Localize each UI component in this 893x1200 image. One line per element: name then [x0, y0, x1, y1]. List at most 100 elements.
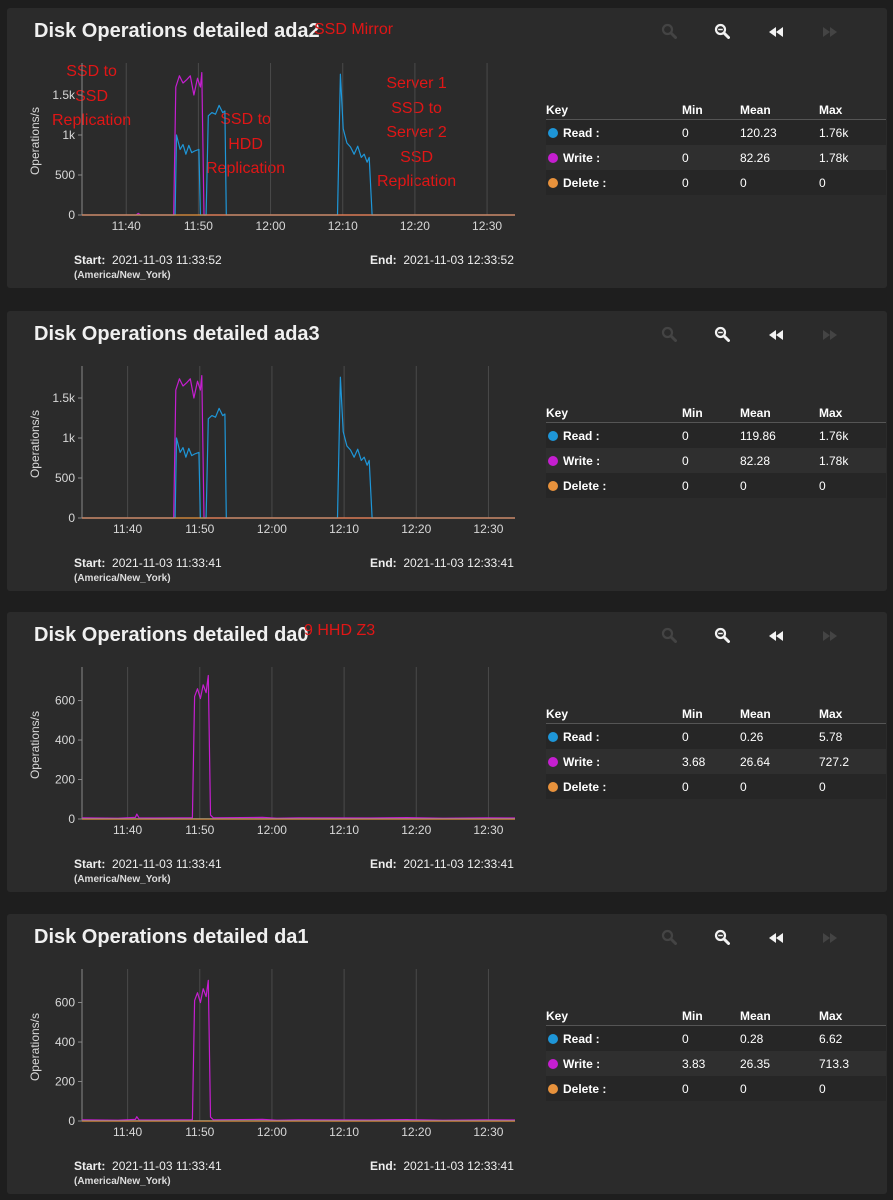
x-tick-label: 12:20	[400, 219, 430, 233]
legend-min: 0	[682, 1076, 740, 1101]
x-tick-label: 12:00	[257, 823, 287, 837]
annotation-text: Server 1 SSD to Server 2 SSD Replication	[377, 75, 457, 190]
chart-panel: Disk Operations detailed ada2 SSD Mirror S…	[7, 8, 887, 288]
legend-max: 713.3	[819, 1051, 886, 1076]
legend-header-mean: Mean	[740, 702, 819, 724]
x-tick-label: 12:10	[329, 823, 359, 837]
legend-header-min: Min	[682, 702, 740, 724]
legend-row: Write : 3.83 26.35 713.3	[546, 1051, 886, 1076]
fast-forward-button[interactable]	[818, 24, 842, 42]
legend-mean: 26.64	[740, 749, 819, 774]
series-color-dot	[548, 731, 558, 742]
line-chart: 11:40 11:50 12:00 12:10 12:20 12:30 0 500 1k 1.5k	[52, 366, 515, 536]
start-time: Start: 2021-11-03 11:33:41 (America/New_Y…	[74, 1159, 222, 1187]
legend-max: 727.2	[819, 749, 886, 774]
legend-header-max: Max	[819, 1004, 886, 1026]
x-tick-label: 11:40	[113, 522, 142, 536]
zoom-out-button[interactable]	[710, 929, 734, 948]
legend-row: Delete : 0 0 0	[546, 170, 886, 195]
rewind-button[interactable]	[764, 930, 788, 948]
x-tick-label: 12:00	[257, 1125, 287, 1139]
y-tick-label: 0	[68, 208, 75, 222]
legend-max: 0	[819, 170, 886, 195]
x-tick-label: 12:20	[401, 522, 431, 536]
zoom-in-button[interactable]	[657, 23, 681, 42]
series-name: Delete :	[563, 175, 607, 190]
zoom-out-icon	[714, 23, 730, 44]
x-tick-label: 11:40	[112, 219, 141, 233]
series-color-dot	[548, 756, 558, 767]
legend-mean: 26.35	[740, 1051, 819, 1076]
series-name: Write :	[563, 1056, 601, 1071]
legend-min: 3.68	[682, 749, 740, 774]
legend-header-mean: Mean	[740, 401, 819, 423]
rewind-icon	[769, 628, 783, 646]
series-color-dot	[548, 1083, 558, 1094]
series-name: Delete :	[563, 478, 607, 493]
legend-row: Delete : 0 0 0	[546, 1076, 886, 1101]
legend-row: Delete : 0 0 0	[546, 473, 886, 498]
zoom-in-button[interactable]	[657, 929, 681, 948]
y-tick-label: 600	[55, 694, 75, 708]
rewind-button[interactable]	[764, 327, 788, 345]
fast-forward-button[interactable]	[818, 930, 842, 948]
line-chart: 11:40 11:50 12:00 12:10 12:20 12:30 0 200 400 600	[55, 667, 516, 837]
y-tick-label: 1.5k	[52, 88, 76, 102]
legend-header-mean: Mean	[740, 1004, 819, 1026]
zoom-out-button[interactable]	[710, 23, 734, 44]
legend-min: 3.83	[682, 1051, 740, 1076]
fast-forward-button[interactable]	[818, 327, 842, 345]
rewind-button[interactable]	[764, 24, 788, 42]
series-color-dot	[548, 480, 558, 491]
legend-header-key: Key	[546, 1004, 682, 1026]
start-time: Start: 2021-11-03 11:33:41 (America/New_Y…	[74, 857, 222, 885]
line-chart: 11:40 11:50 12:00 12:10 12:20 12:30 0 200 400 600	[55, 969, 516, 1139]
annotation-text: SSD Mirror	[314, 21, 394, 38]
rewind-button[interactable]	[764, 628, 788, 646]
zoom-out-button[interactable]	[710, 627, 734, 646]
series-color-dot	[548, 781, 558, 792]
legend-table: Key Min Mean Max Read : 0 0.26 5.78 Write :…	[546, 702, 886, 799]
zoom-in-button[interactable]	[657, 627, 681, 646]
legend-header-mean: Mean	[740, 98, 819, 120]
legend-min: 0	[682, 119, 740, 145]
x-tick-label: 11:50	[185, 1125, 214, 1139]
y-tick-label: 500	[55, 471, 75, 485]
panel-title: Disk Operations detailed ada3	[34, 323, 320, 345]
legend-mean: 120.23	[740, 119, 819, 145]
x-tick-label: 12:20	[401, 823, 431, 837]
legend-mean: 0	[740, 473, 819, 498]
legend-max: 6.62	[819, 1025, 886, 1051]
y-tick-label: 400	[55, 733, 75, 747]
fast-forward-button[interactable]	[818, 628, 842, 646]
x-tick-label: 12:30	[473, 823, 503, 837]
legend-min: 0	[682, 448, 740, 473]
chart-panel: Disk Operations detailed da0 9 HHD Z3 Oper…	[7, 612, 887, 892]
legend-mean: 119.86	[740, 422, 819, 448]
legend-mean: 0.28	[740, 1025, 819, 1051]
legend-header-max: Max	[819, 98, 886, 120]
annotation-text: 9 HHD Z3	[304, 622, 376, 639]
legend-max: 0	[819, 473, 886, 498]
legend-table: Key Min Mean Max Read : 0 0.28 6.62 Write :…	[546, 1004, 886, 1101]
legend-mean: 0	[740, 170, 819, 195]
x-tick-label: 11:50	[185, 823, 214, 837]
panel-title: Disk Operations detailed da1	[34, 926, 309, 948]
legend-header-min: Min	[682, 1004, 740, 1026]
end-time: End: 2021-11-03 12:33:41	[370, 1159, 514, 1173]
x-tick-label: 12:30	[472, 219, 502, 233]
legend-max: 0	[819, 774, 886, 799]
fast-forward-icon	[823, 327, 837, 345]
x-tick-label: 12:00	[257, 522, 287, 536]
zoom-in-button[interactable]	[657, 326, 681, 345]
series-color-dot	[548, 430, 558, 441]
zoom-out-icon	[714, 326, 730, 347]
x-tick-label: 11:40	[113, 1125, 142, 1139]
zoom-out-button[interactable]	[710, 326, 734, 347]
legend-max: 1.76k	[819, 422, 886, 448]
legend-min: 0	[682, 1025, 740, 1051]
legend-row: Read : 0 0.28 6.62	[546, 1025, 886, 1051]
line-chart: 11:40 11:50 12:00 12:10 12:20 12:30 0 500 1k 1.5k	[52, 63, 515, 233]
x-tick-label: 12:20	[401, 1125, 431, 1139]
start-time: Start: 2021-11-03 11:33:41 (America/New_Y…	[74, 556, 222, 584]
